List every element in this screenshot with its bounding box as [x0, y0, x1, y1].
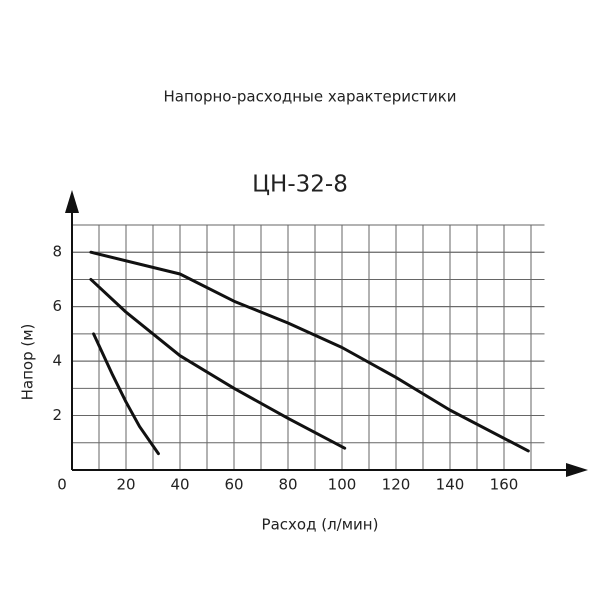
chart-title: Напорно-расходные характеристики	[163, 88, 456, 106]
x-axis-label: Расход (л/мин)	[262, 516, 379, 534]
x-tick-label: 60	[224, 476, 243, 494]
chart-subtitle: ЦН-32-8	[252, 172, 348, 198]
x-tick-label: 100	[328, 476, 357, 494]
x-tick-label: 120	[382, 476, 411, 494]
y-tick-label: 4	[52, 352, 62, 370]
curve	[92, 332, 160, 456]
y-axis-arrow	[65, 190, 79, 213]
y-tick-label: 6	[52, 297, 62, 315]
curve	[89, 250, 530, 453]
curve	[89, 277, 347, 450]
x-tick-label: 140	[436, 476, 465, 494]
x-tick-label: 160	[490, 476, 519, 494]
grid	[71, 224, 545, 470]
x-axis-arrow	[566, 463, 588, 477]
y-tick-label: 8	[52, 243, 62, 261]
x-tick-label: 20	[116, 476, 135, 494]
y-axis-label: Напор (м)	[19, 324, 37, 401]
lines	[89, 250, 530, 456]
x-tick-label: 80	[278, 476, 297, 494]
x-tick-label: 0	[57, 476, 67, 494]
y-tick-label: 2	[52, 406, 62, 424]
x-tick-label: 40	[170, 476, 189, 494]
